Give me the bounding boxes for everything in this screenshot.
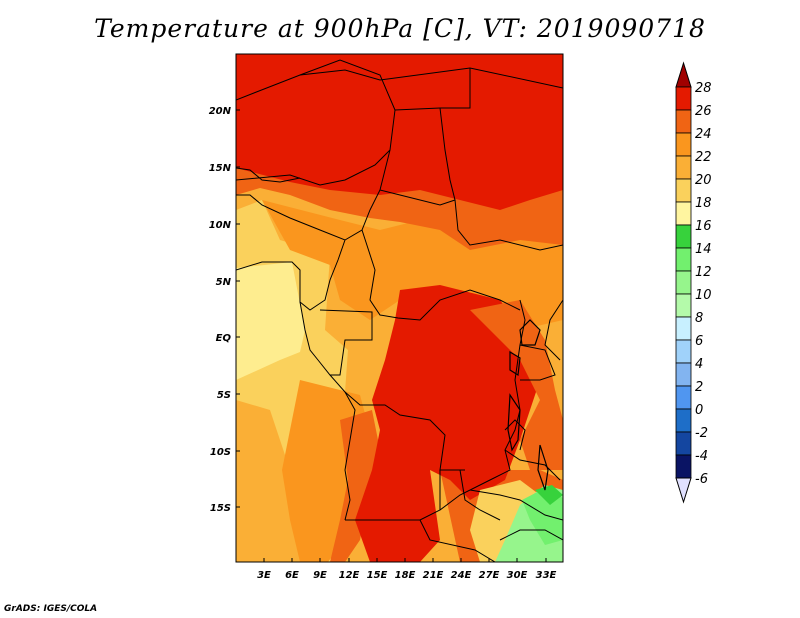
colorbar-swatch bbox=[675, 201, 692, 226]
colorbar-swatch bbox=[675, 132, 692, 157]
colorbar-swatch bbox=[675, 431, 692, 456]
lon-tick-label: 21E bbox=[423, 570, 444, 581]
lon-tick-label: 12E bbox=[339, 570, 360, 581]
lon-tick-label: 9E bbox=[313, 570, 327, 581]
grads-credit: GrADS: IGES/COLA bbox=[4, 604, 98, 614]
lon-tick-label: 27E bbox=[479, 570, 500, 581]
colorbar-swatch bbox=[675, 339, 692, 364]
colorbar-swatch bbox=[675, 362, 692, 387]
colorbar-label: 24 bbox=[695, 127, 712, 142]
lon-tick-label: 18E bbox=[395, 570, 416, 581]
colorbar-label: 20 bbox=[695, 173, 712, 188]
colorbar-swatch bbox=[675, 109, 692, 134]
colorbar-swatch bbox=[675, 178, 692, 203]
colorbar-swatch bbox=[675, 270, 692, 295]
lat-tick-label: 15N bbox=[209, 163, 232, 174]
lon-tick-label: 6E bbox=[285, 570, 299, 581]
colorbar-label: 14 bbox=[695, 242, 712, 257]
lat-tick-label: 10N bbox=[209, 220, 232, 231]
colorbar-label: 4 bbox=[695, 357, 703, 372]
colorbar-label: -6 bbox=[695, 472, 708, 487]
colorbar-label: 2 bbox=[695, 380, 703, 395]
colorbar-label: -4 bbox=[695, 449, 708, 464]
colorbar-swatch bbox=[675, 155, 692, 180]
colorbar-swatch bbox=[675, 247, 692, 272]
lat-tick-label: 5N bbox=[216, 277, 232, 288]
map-title: Temperature at 900hPa [C], VT: 201909071… bbox=[94, 14, 706, 43]
latitude-axis: 20N 15N 10N 5N EQ 5S 10S 15S bbox=[209, 106, 240, 514]
colorbar-swatch bbox=[675, 316, 692, 341]
colorbar-label: 22 bbox=[695, 150, 712, 165]
colorbar-swatch bbox=[675, 385, 692, 410]
colorbar-swatch bbox=[675, 408, 692, 433]
colorbar-bottom-arrow bbox=[675, 477, 692, 504]
longitude-axis: 3E 6E 9E 12E 15E 18E 21E 24E 27E 30E 33E bbox=[257, 558, 557, 581]
colorbar-label: 28 bbox=[695, 81, 712, 96]
colorbar-label: 10 bbox=[695, 288, 712, 303]
lon-tick-label: 3E bbox=[257, 570, 271, 581]
country-borders bbox=[236, 59, 563, 562]
colorbar-label: 8 bbox=[695, 311, 703, 326]
colorbar-label: 18 bbox=[695, 196, 712, 211]
colorbar-swatch bbox=[675, 293, 692, 318]
lakes bbox=[507, 319, 549, 491]
colorbar-top-arrow bbox=[675, 61, 692, 88]
colorbar-swatch bbox=[675, 224, 692, 249]
colorbar-swatch bbox=[675, 454, 692, 479]
colorbar-label: 6 bbox=[695, 334, 703, 349]
colorbar-label: 0 bbox=[695, 403, 703, 418]
lat-tick-label: 15S bbox=[210, 503, 231, 514]
lat-tick-label: 5S bbox=[217, 390, 231, 401]
map-frame bbox=[235, 53, 564, 563]
lat-tick-label: EQ bbox=[216, 333, 232, 344]
lon-tick-label: 30E bbox=[507, 570, 528, 581]
colorbar-swatch bbox=[675, 86, 692, 111]
lat-tick-label: 20N bbox=[209, 106, 232, 117]
colorbar-label: 26 bbox=[695, 104, 712, 119]
colorbar-label: 16 bbox=[695, 219, 712, 234]
lon-tick-label: 33E bbox=[536, 570, 557, 581]
colorbar-label: -2 bbox=[695, 426, 708, 441]
lon-tick-label: 15E bbox=[367, 570, 388, 581]
lon-tick-label: 24E bbox=[451, 570, 472, 581]
colorbar-label: 12 bbox=[695, 265, 712, 280]
temperature-field bbox=[236, 54, 563, 562]
lat-tick-label: 10S bbox=[210, 447, 231, 458]
